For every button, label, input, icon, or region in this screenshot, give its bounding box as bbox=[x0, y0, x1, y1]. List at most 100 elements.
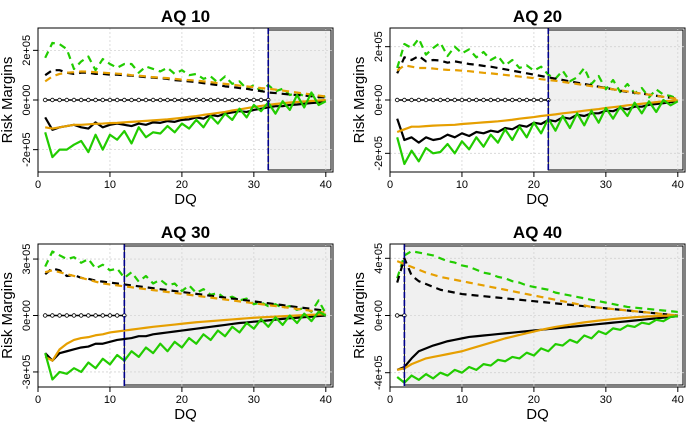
baseline-point bbox=[64, 313, 69, 318]
baseline-point bbox=[452, 97, 457, 103]
baseline-point bbox=[107, 313, 113, 318]
baseline-point bbox=[93, 97, 98, 103]
x-tick-label: 20 bbox=[528, 394, 540, 406]
chart-title: AQ 30 bbox=[161, 223, 210, 242]
baseline-point bbox=[222, 97, 228, 103]
baseline-point bbox=[78, 97, 84, 103]
baseline-point bbox=[502, 97, 508, 103]
baseline-point bbox=[186, 97, 192, 103]
x-tick-label: 0 bbox=[35, 394, 41, 406]
y-axis-label: Risk Margins bbox=[351, 57, 368, 144]
baseline-point bbox=[93, 313, 98, 318]
series-model-upper bbox=[44, 269, 326, 314]
y-tick-label: -3e+05 bbox=[21, 355, 33, 390]
y-tick-label: 0e+00 bbox=[21, 300, 33, 331]
baseline-point bbox=[194, 97, 199, 103]
baseline-point bbox=[165, 97, 170, 103]
baseline-point bbox=[237, 97, 242, 103]
baseline-point bbox=[71, 97, 77, 103]
series-group bbox=[42, 41, 327, 159]
x-tick-label: 40 bbox=[320, 394, 332, 406]
baseline-point bbox=[50, 97, 55, 103]
y-tick-label: -4e+05 bbox=[373, 355, 385, 390]
x-tick-label: 10 bbox=[456, 394, 468, 406]
series-model-lower bbox=[396, 99, 678, 134]
x-tick-label: 10 bbox=[104, 179, 116, 191]
y-tick-label: 2e+05 bbox=[21, 35, 33, 66]
x-tick-label: 30 bbox=[248, 179, 260, 191]
baseline-point bbox=[251, 97, 257, 103]
y-axis-label: Risk Margins bbox=[0, 272, 16, 359]
baseline-point bbox=[86, 97, 91, 103]
y-tick-label: 0e+00 bbox=[373, 85, 385, 116]
baseline-point bbox=[488, 97, 493, 103]
series-group bbox=[42, 250, 327, 381]
baseline-point bbox=[64, 97, 69, 103]
baseline-point bbox=[71, 313, 77, 318]
y-tick-label: 0e+00 bbox=[21, 85, 33, 116]
series-model-upper bbox=[396, 64, 678, 101]
series-upper-quantile bbox=[396, 37, 679, 100]
baseline-point bbox=[208, 97, 213, 103]
x-tick-label: 20 bbox=[176, 179, 188, 191]
baseline-point bbox=[481, 97, 486, 103]
baseline-point bbox=[517, 97, 522, 103]
baseline-point bbox=[445, 97, 450, 103]
y-axis-label: Risk Margins bbox=[0, 57, 16, 144]
baseline-point bbox=[172, 97, 177, 103]
y-tick-label: -2e+05 bbox=[373, 136, 385, 171]
baseline-point bbox=[86, 313, 91, 318]
series-upper-quantile bbox=[396, 250, 678, 314]
baseline-point bbox=[150, 97, 156, 103]
x-tick-label: 0 bbox=[387, 179, 393, 191]
baseline-point bbox=[409, 97, 414, 103]
baseline-point bbox=[57, 97, 62, 103]
series-model-lower bbox=[396, 314, 678, 371]
baseline-point bbox=[244, 97, 249, 103]
series-model-lower bbox=[44, 313, 326, 362]
baseline-point bbox=[495, 97, 501, 103]
y-axis-label: Risk Margins bbox=[351, 272, 368, 359]
baseline-point bbox=[474, 97, 479, 103]
baseline-point bbox=[524, 97, 529, 103]
y-tick-label: 0e+00 bbox=[373, 300, 385, 331]
baseline-point bbox=[394, 97, 400, 103]
baseline-point bbox=[100, 97, 105, 103]
x-tick-label: 40 bbox=[672, 394, 684, 406]
series-upper-quantile bbox=[44, 41, 326, 99]
baseline-point bbox=[531, 97, 537, 103]
x-axis-label: DQ bbox=[174, 191, 197, 208]
x-tick-label: 10 bbox=[104, 394, 116, 406]
baseline-point bbox=[402, 97, 407, 103]
baseline-point bbox=[78, 313, 84, 318]
baseline-point bbox=[143, 97, 149, 103]
baseline-point bbox=[430, 97, 436, 103]
series-mean-upper bbox=[44, 69, 326, 99]
x-tick-label: 20 bbox=[176, 394, 188, 406]
x-tick-label: 40 bbox=[672, 179, 684, 191]
baseline-point bbox=[42, 313, 48, 318]
baseline-point bbox=[423, 97, 429, 103]
x-axis-label: DQ bbox=[526, 406, 549, 423]
panel-aq-4: 0 10 20 30 40 -4e+05 0e+00 4e+05 AQ 40 DQ Risk Mar… bbox=[351, 223, 686, 423]
x-tick-label: 30 bbox=[600, 394, 612, 406]
series-lower-quantile bbox=[44, 310, 327, 381]
chart-title: AQ 20 bbox=[513, 7, 562, 26]
x-tick-label: 0 bbox=[387, 394, 393, 406]
x-tick-label: 30 bbox=[600, 179, 612, 191]
series-mean-upper bbox=[396, 257, 678, 317]
baseline-point bbox=[215, 97, 221, 103]
x-axis-label: DQ bbox=[174, 406, 197, 423]
baseline-point bbox=[100, 313, 105, 318]
x-tick-label: 40 bbox=[320, 179, 332, 191]
series-group bbox=[394, 37, 679, 166]
y-tick-label: 2e+05 bbox=[373, 31, 385, 62]
y-tick-label: 4e+05 bbox=[373, 243, 385, 274]
x-tick-label: 10 bbox=[456, 179, 468, 191]
series-model-lower bbox=[45, 98, 326, 130]
baseline-point bbox=[129, 97, 134, 103]
chart-title: AQ 40 bbox=[513, 223, 562, 242]
baseline-point bbox=[42, 97, 48, 103]
panel-aq-2: 0 10 20 30 40 -2e+05 0e+00 2e+05 AQ 20 DQ Risk Mar… bbox=[351, 7, 686, 208]
